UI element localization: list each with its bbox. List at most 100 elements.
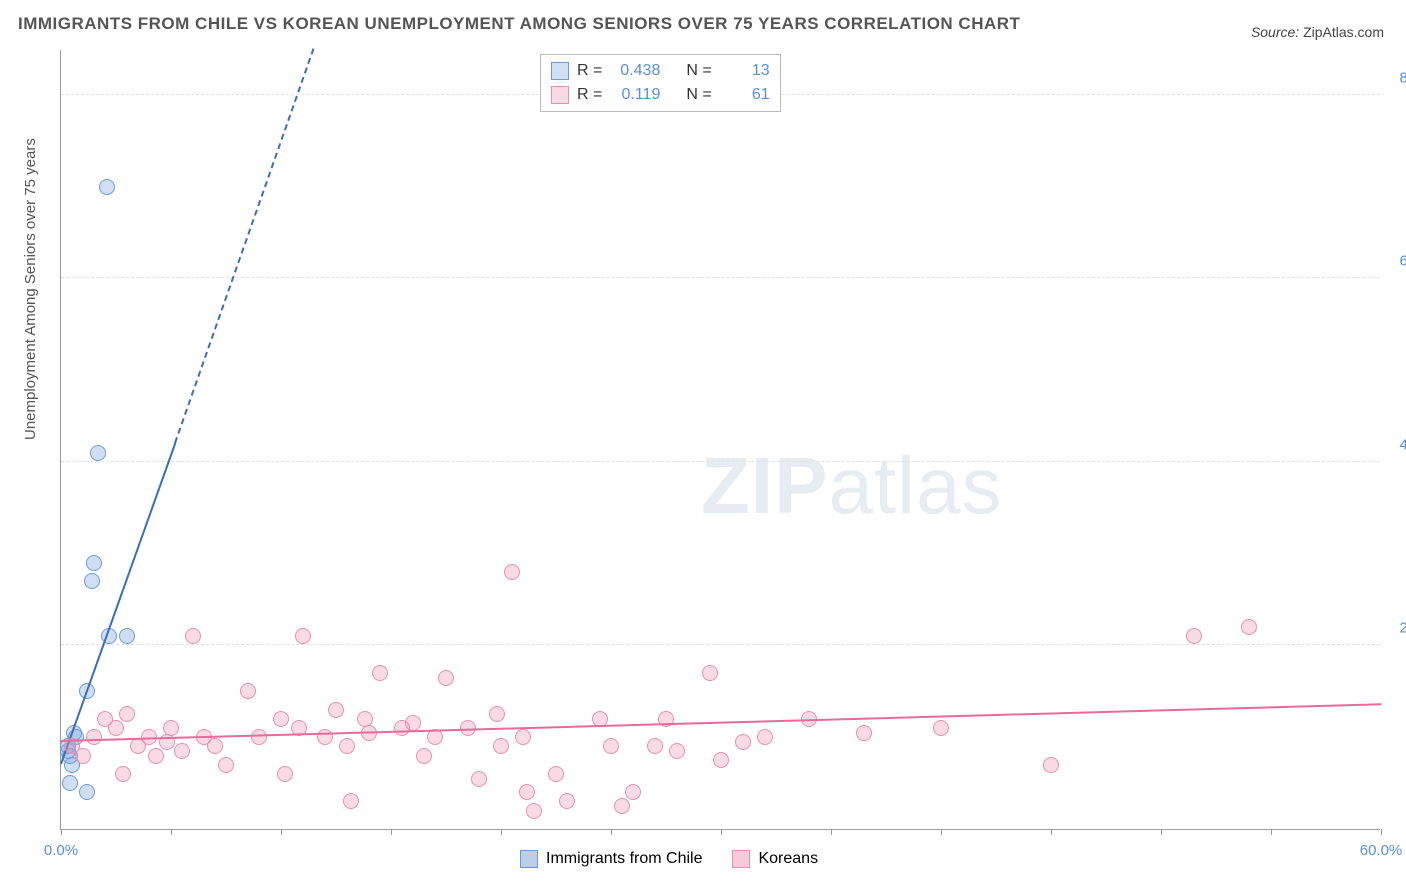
scatter-marker [519,784,535,800]
scatter-marker [207,738,223,754]
legend-swatch [551,86,569,104]
scatter-marker [328,702,344,718]
stat-n-label: N = [686,86,711,104]
gridline [61,277,1380,278]
scatter-marker [75,748,91,764]
chart-title: IMMIGRANTS FROM CHILE VS KOREAN UNEMPLOY… [18,14,1020,34]
scatter-marker [273,711,289,727]
scatter-marker [647,738,663,754]
scatter-marker [489,706,505,722]
scatter-marker [416,748,432,764]
scatter-marker [471,771,487,787]
scatter-marker [493,738,509,754]
scatter-marker [757,729,773,745]
scatter-marker [115,766,131,782]
watermark-light: atlas [828,441,1002,530]
stat-n-value: 13 [720,62,770,80]
scatter-marker [343,793,359,809]
x-tick [1051,829,1052,835]
scatter-marker [548,766,564,782]
scatter-marker [603,738,619,754]
x-tick [61,829,62,835]
legend-label: Immigrants from Chile [546,850,702,868]
trend-line-extension [174,48,314,443]
scatter-marker [218,757,234,773]
scatter-marker [559,793,575,809]
scatter-marker [735,734,751,750]
x-tick [501,829,502,835]
scatter-marker [62,775,78,791]
bottom-legend: Immigrants from Chile Koreans [520,850,818,868]
x-tick [1271,829,1272,835]
plot-area: ZIPatlas 20.0%40.0%60.0%80.0%0.0%60.0% [60,50,1380,830]
scatter-marker [702,665,718,681]
stat-r-value: 0.438 [610,62,660,80]
y-axis-title: Unemployment Among Seniors over 75 years [22,138,39,440]
scatter-marker [84,573,100,589]
scatter-marker [99,179,115,195]
scatter-marker [1186,628,1202,644]
scatter-marker [933,720,949,736]
source-label: Source: [1251,24,1299,40]
chart-container: IMMIGRANTS FROM CHILE VS KOREAN UNEMPLOY… [0,0,1406,892]
scatter-marker [79,784,95,800]
scatter-marker [614,798,630,814]
x-tick [1161,829,1162,835]
y-tick-label: 40.0% [1387,436,1406,453]
scatter-marker [515,729,531,745]
scatter-marker [108,720,124,736]
scatter-marker [1241,619,1257,635]
stat-r-value: 0.119 [610,86,660,104]
x-tick-label: 60.0% [1360,842,1403,859]
scatter-marker [251,729,267,745]
legend-swatch [551,62,569,80]
x-tick-label: 0.0% [44,842,78,859]
x-tick [1381,829,1382,835]
scatter-marker [856,725,872,741]
y-tick-label: 80.0% [1387,69,1406,86]
y-tick-label: 20.0% [1387,620,1406,637]
legend-label: Koreans [758,850,818,868]
source-attribution: Source: ZipAtlas.com [1251,24,1384,40]
y-tick-label: 60.0% [1387,253,1406,270]
legend-item: Koreans [732,850,818,868]
legend-swatch [520,850,538,868]
scatter-marker [148,748,164,764]
scatter-marker [185,628,201,644]
x-tick [831,829,832,835]
scatter-marker [86,729,102,745]
scatter-marker [86,555,102,571]
scatter-marker [625,784,641,800]
x-tick [281,829,282,835]
x-tick [941,829,942,835]
scatter-marker [372,665,388,681]
scatter-marker [438,670,454,686]
stat-r-label: R = [577,86,602,104]
stats-row: R = 0.438 N = 13 [551,59,770,83]
x-tick [611,829,612,835]
legend-swatch [732,850,750,868]
scatter-marker [339,738,355,754]
scatter-marker [240,683,256,699]
stat-n-value: 61 [720,86,770,104]
scatter-marker [1043,757,1059,773]
scatter-marker [669,743,685,759]
scatter-marker [713,752,729,768]
gridline [61,461,1380,462]
stats-legend-box: R = 0.438 N = 13 R = 0.119 N = 61 [540,54,781,112]
x-tick [721,829,722,835]
scatter-marker [504,564,520,580]
trend-line [61,703,1381,742]
stats-row: R = 0.119 N = 61 [551,83,770,107]
watermark-bold: ZIP [701,441,828,530]
stat-r-label: R = [577,62,602,80]
watermark: ZIPatlas [701,440,1002,532]
stat-n-label: N = [686,62,711,80]
scatter-marker [90,445,106,461]
x-tick [391,829,392,835]
scatter-marker [119,706,135,722]
scatter-marker [163,720,179,736]
source-value: ZipAtlas.com [1303,24,1384,40]
legend-item: Immigrants from Chile [520,850,702,868]
scatter-marker [277,766,293,782]
